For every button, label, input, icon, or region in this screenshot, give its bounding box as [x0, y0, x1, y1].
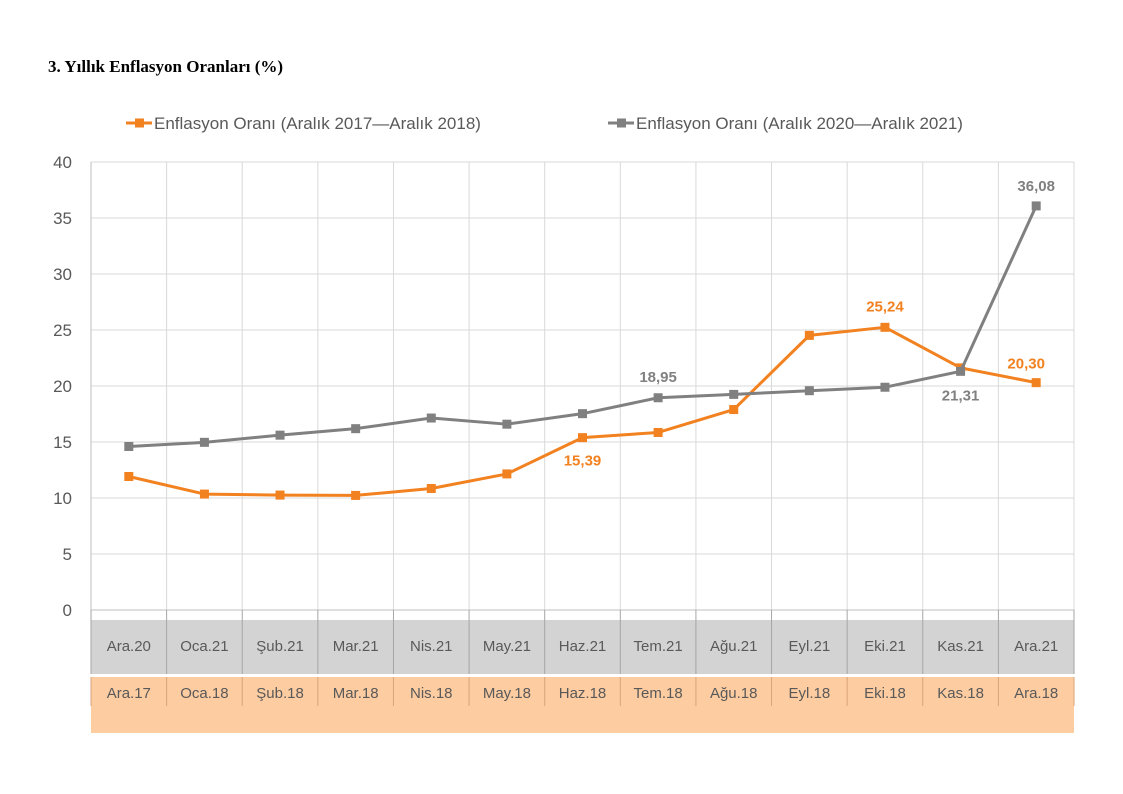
legend-marker	[135, 118, 144, 128]
data-point-1	[804, 330, 814, 340]
x-tick-label-2021: Nis.21	[410, 638, 453, 655]
x-tick-label-2018: Ara.17	[107, 685, 151, 702]
legend-label: Enflasyon Oranı (Aralık 2020—Aralık 2021…	[636, 114, 963, 133]
data-point-2	[804, 386, 814, 396]
data-point-2	[578, 409, 587, 419]
x-tick-label-2018: May.18	[483, 685, 531, 702]
data-point-2	[956, 366, 966, 376]
legend: Enflasyon Oranı (Aralık 2017—Aralık 2018…	[126, 114, 963, 133]
data-label: 36,08	[1017, 178, 1055, 195]
data-point-2	[1031, 201, 1041, 211]
x-tick-label-2018: Eyl.18	[788, 685, 830, 702]
x-tick-label-2021: Oca.21	[180, 638, 228, 655]
x-tick-label-2018: Mar.18	[333, 685, 379, 702]
y-tick-label: 15	[53, 433, 72, 452]
y-tick-label: 40	[53, 153, 72, 172]
data-labels: 15,39 25,24 20,30 18,95 21,31 36,08	[564, 178, 1055, 470]
x-tick-label-2018: Haz.18	[559, 685, 607, 702]
y-axis: 0 5 10 15 20 25 30 35 40	[53, 153, 72, 620]
data-point-1	[1031, 378, 1041, 388]
x-tick-label-2021: Şub.21	[256, 638, 304, 655]
x-tick-label-2021: Eyl.21	[788, 638, 830, 655]
data-point-2	[502, 419, 512, 429]
data-point-1	[351, 490, 361, 500]
x-tick-label-2021: Ara.20	[107, 638, 151, 655]
series-lines	[124, 201, 1041, 500]
data-label: 20,30	[1007, 356, 1045, 373]
data-point-2	[729, 389, 739, 399]
y-tick-label: 20	[53, 377, 72, 396]
x-tick-label-2018: Eki.18	[864, 685, 906, 702]
category-band-2018	[91, 677, 1074, 733]
grid-lines	[90, 161, 1075, 611]
data-point-1	[653, 427, 663, 437]
data-point-1	[502, 469, 512, 479]
x-tick-label-2018: Oca.18	[180, 685, 228, 702]
data-point-2	[351, 424, 361, 434]
legend-label: Enflasyon Oranı (Aralık 2017—Aralık 2018…	[154, 114, 481, 133]
data-point-1	[199, 489, 209, 499]
y-tick-label: 10	[53, 489, 72, 508]
data-point-1	[426, 483, 436, 493]
x-tick-label-2021: Ara.21	[1014, 638, 1058, 655]
x-tick-label-2021: Tem.21	[634, 638, 683, 655]
category-bands: Ara.20 Oca.21 Şub.21 Mar.21 Nis.21 May.21 Haz.…	[90, 610, 1075, 733]
y-tick-label: 35	[53, 209, 72, 228]
data-point-1	[275, 490, 285, 500]
data-label: 21,31	[942, 387, 980, 404]
x-tick-label-2018: Kas.18	[937, 685, 984, 702]
data-point-2	[199, 437, 209, 447]
data-label: 25,24	[866, 298, 904, 315]
data-point-2	[124, 441, 134, 451]
x-tick-label-2018: Ağu.18	[710, 685, 758, 702]
data-point-2	[426, 413, 436, 423]
y-tick-label: 5	[63, 545, 72, 564]
data-label: 15,39	[564, 453, 602, 470]
x-tick-label-2021: May.21	[483, 638, 531, 655]
data-point-1	[578, 433, 587, 443]
page-title: 3. Yıllık Enflasyon Oranları (%)	[48, 57, 284, 76]
y-tick-label: 25	[53, 321, 72, 340]
x-tick-label-2018: Nis.18	[410, 685, 453, 702]
data-point-2	[880, 382, 890, 392]
legend-marker	[617, 118, 626, 128]
x-tick-label-2021: Mar.21	[333, 638, 379, 655]
x-tick-label-2021: Kas.21	[937, 638, 984, 655]
category-band-2021	[91, 620, 1074, 674]
data-point-2	[275, 430, 285, 440]
x-tick-label-2018: Ara.18	[1014, 685, 1058, 702]
x-tick-label-2018: Tem.18	[634, 685, 683, 702]
x-tick-label-2021: Ağu.21	[710, 638, 758, 655]
data-point-1	[880, 322, 890, 332]
y-tick-label: 0	[63, 601, 72, 620]
data-label: 18,95	[639, 369, 677, 386]
x-tick-label-2021: Haz.21	[559, 638, 607, 655]
x-tick-label-2021: Eki.21	[864, 638, 906, 655]
data-point-2	[653, 393, 663, 403]
x-tick-label-2018: Şub.18	[256, 685, 304, 702]
data-point-1	[124, 471, 134, 481]
y-tick-label: 30	[53, 265, 72, 284]
data-point-1	[729, 405, 739, 415]
